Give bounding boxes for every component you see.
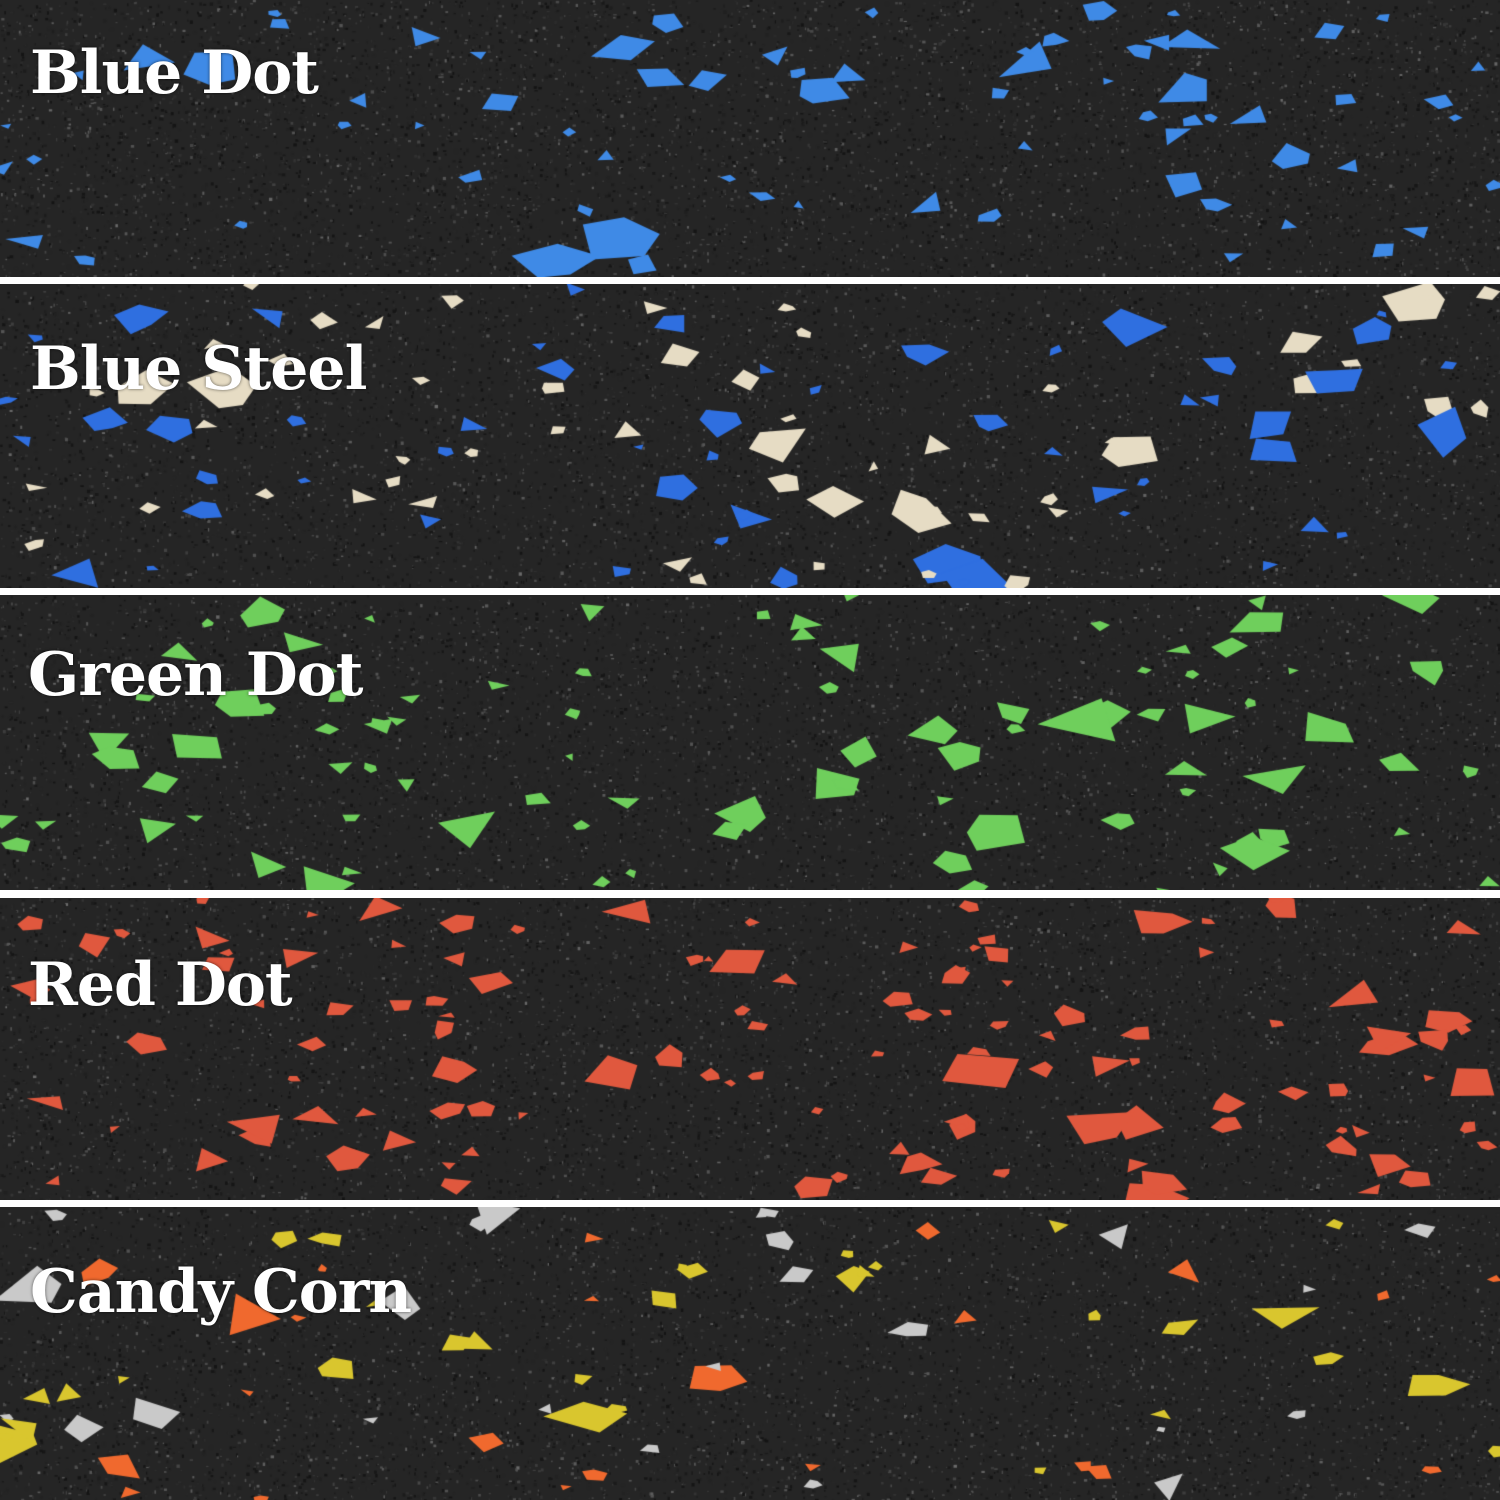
swatch-label: Green Dot xyxy=(28,640,363,710)
speckle-texture xyxy=(0,595,1500,890)
swatch-label: Red Dot xyxy=(28,950,293,1020)
swatch-blue-steel: Blue Steel xyxy=(0,284,1500,588)
swatch-label: Blue Dot xyxy=(30,38,319,108)
swatch-label: Candy Corn xyxy=(30,1257,412,1327)
speckle-texture xyxy=(0,284,1500,588)
swatch-candy-corn: Candy Corn xyxy=(0,1207,1500,1500)
swatch-blue-dot: Blue Dot xyxy=(0,0,1500,277)
speckle-texture xyxy=(0,0,1500,277)
speckle-texture xyxy=(0,898,1500,1200)
swatch-label: Blue Steel xyxy=(30,334,367,404)
speckle-texture xyxy=(0,1207,1500,1500)
swatch-red-dot: Red Dot xyxy=(0,898,1500,1200)
swatch-green-dot: Green Dot xyxy=(0,595,1500,890)
